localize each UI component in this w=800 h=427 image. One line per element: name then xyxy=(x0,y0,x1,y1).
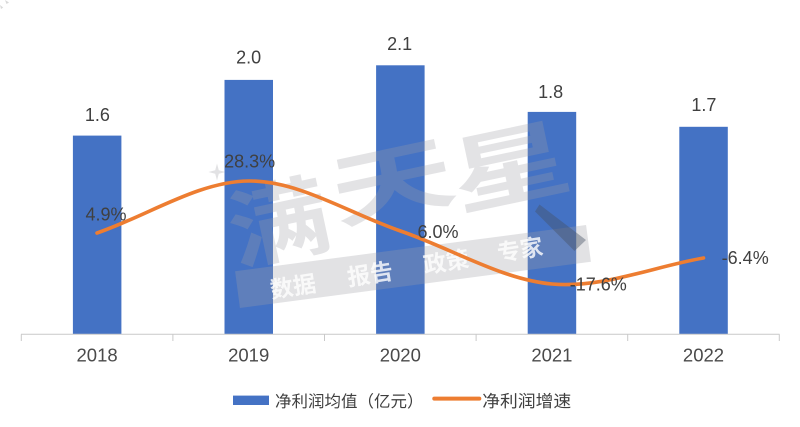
svg-text:1.8: 1.8 xyxy=(538,82,563,102)
svg-text:2.1: 2.1 xyxy=(387,34,412,54)
svg-text:4.9%: 4.9% xyxy=(85,205,126,225)
svg-text:2020: 2020 xyxy=(380,345,421,366)
svg-text:2019: 2019 xyxy=(228,345,269,366)
svg-text:2021: 2021 xyxy=(531,345,572,366)
svg-text:1.7: 1.7 xyxy=(691,95,716,115)
svg-text:-6.4%: -6.4% xyxy=(722,248,769,268)
svg-text:2.0: 2.0 xyxy=(236,48,261,68)
svg-text:28.3%: 28.3% xyxy=(224,152,275,172)
svg-text:2022: 2022 xyxy=(683,345,724,366)
svg-text:6.0%: 6.0% xyxy=(417,222,458,242)
svg-text:-17.6%: -17.6% xyxy=(570,275,627,295)
svg-text:1.6: 1.6 xyxy=(85,105,110,125)
svg-text:2018: 2018 xyxy=(77,345,118,366)
